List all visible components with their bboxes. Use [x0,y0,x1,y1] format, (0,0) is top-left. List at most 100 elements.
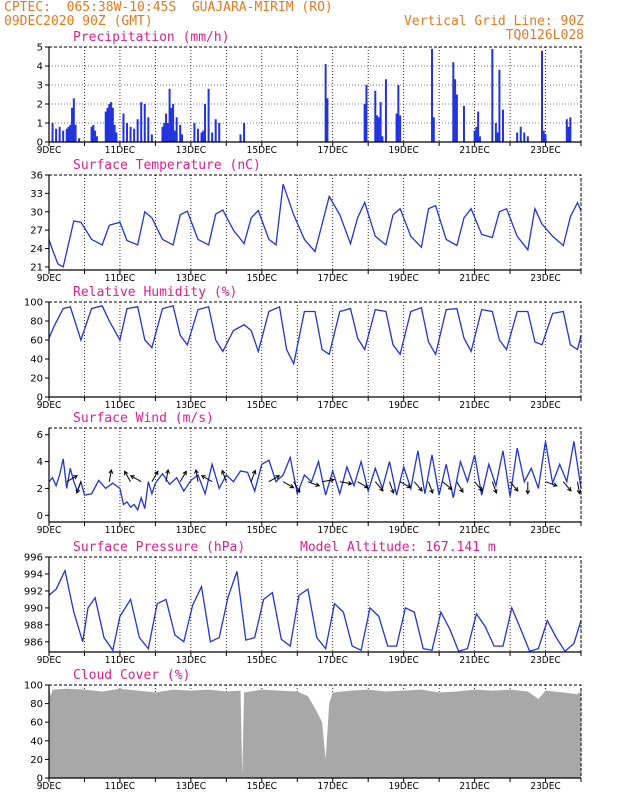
wind-arrow-head [390,488,395,494]
cloud-ytick-label: 80 [30,699,43,710]
precip-bar [150,134,153,142]
precip-bar [72,98,75,142]
wind-arrow-head [513,486,519,492]
wind-arrow [124,471,132,482]
precip-bar [475,126,478,142]
wind-arrow [322,479,334,483]
wind-arrow [562,481,572,492]
wind-arrow-head [406,484,412,489]
precip-bar [74,124,77,142]
precip-bar [143,104,146,142]
wind-arrow-head [154,470,159,476]
precip-bar [172,104,175,142]
wind-arrow-head [129,475,135,480]
rh-line [49,305,581,366]
cloud-title: Cloud Cover (%) [73,668,190,683]
cloud-ytick-label: 0 [37,774,43,785]
precip-bar [129,126,132,142]
precip-bar [179,124,182,142]
wind-arrow-head [75,488,81,494]
precip-bar [200,132,203,142]
cloud-xtick-label: 19DEC [388,781,418,792]
rh-ytick-label: 100 [24,298,43,309]
precip-ytick-label: 2 [37,100,43,111]
rh-xtick-label: 17DEC [318,400,348,411]
precip-bar [168,88,171,142]
precip-xtick-label: 15DEC [247,145,277,156]
press-subtitle: Model Altitude: 167.141 m [300,540,496,555]
rh-xtick-label: 11DEC [105,400,135,411]
precip-bar [106,107,109,142]
precip-bar [374,90,377,142]
wind-arrow-head [347,480,353,486]
precip-xtick-label: 17DEC [318,145,348,156]
precip-bar [211,132,214,142]
wind-arrow-head [552,482,558,487]
precip-bar [165,113,168,142]
wind-arrow [66,475,78,483]
precip-bar [95,136,98,142]
wind-xtick-label: 19DEC [388,525,418,536]
precip-bar [523,132,526,142]
rh-ytick-label: 0 [37,393,43,404]
wind-arrow-head [194,468,199,474]
wind-xtick-label: 23DEC [530,525,560,536]
precip-bar [477,111,480,142]
wind-arrow-head [124,470,129,476]
press-xtick-label: 21DEC [459,655,489,666]
precip-bar [115,132,118,142]
wind-arrow-head [418,486,423,492]
precip-bar [78,138,81,142]
cloud-xtick-label: 9DEC [37,781,62,792]
wind-arrow [268,475,280,483]
rh-plot-area [49,302,581,397]
wind-arrow [339,481,352,485]
wind-arrow-head [315,482,321,487]
precip-bar [452,62,455,142]
precip-bar [51,123,54,142]
precip-bar [567,126,570,142]
wind-arrow [76,481,82,494]
wind-arrow [293,481,301,493]
precip-bar [454,79,457,142]
precip-bar [432,117,435,142]
temp-xtick-label: 9DEC [37,273,62,284]
header-station: CPTEC: 065:38W-10:45S GUAJARA-MIRIM (RO) [4,0,333,15]
wind-arrow [374,481,384,492]
precip-bar [496,132,499,142]
precip-bar [67,126,70,142]
precip-bar [62,130,65,142]
wind-arrow [442,481,453,490]
wind-arrow [491,481,497,494]
wind-arrow [130,475,142,483]
precip-bar [140,102,143,142]
precip-ytick-label: 0 [37,138,43,149]
precip-bar [69,124,72,142]
wind-arrow-head [108,468,114,474]
rh-ytick-label: 20 [30,374,43,385]
precip-bar [516,132,519,142]
press-xtick-label: 19DEC [388,655,418,666]
precip-title: Precipitation (mm/h) [73,30,230,45]
precip-bar [462,105,465,142]
precip-bar [133,128,136,142]
wind-arrow-head [289,484,295,489]
precip-bar [65,128,68,142]
header-model-code: TQ0126L028 [505,28,584,43]
precip-bar [111,107,114,142]
precip-bar [494,123,497,142]
precip-bar [207,88,210,142]
cloud-xtick-label: 17DEC [318,781,348,792]
cloud-xtick-label: 23DEC [530,781,560,792]
temp-ytick-label: 30 [30,207,43,218]
temp-ytick-label: 21 [30,262,43,273]
press-ytick-label: 986 [24,637,43,648]
cloud-xtick-label: 11DEC [105,781,135,792]
precip-ytick-label: 1 [37,119,43,130]
wind-arrow [545,481,557,487]
precip-bar [170,107,173,142]
wind-arrow-head [329,477,335,483]
press-ytick-label: 994 [24,569,43,580]
precip-bar [384,79,387,142]
